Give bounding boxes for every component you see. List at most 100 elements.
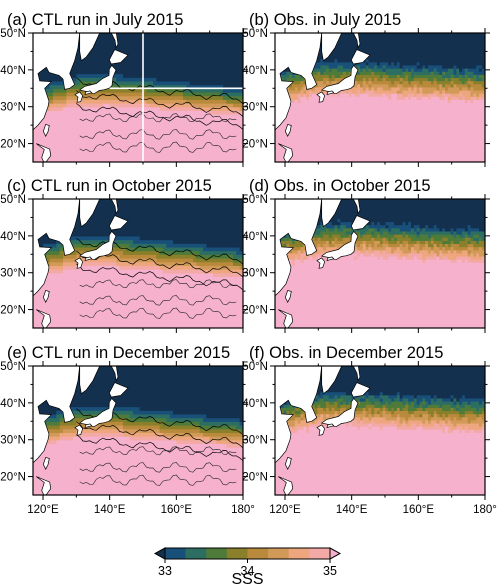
sss-cell [314, 130, 319, 135]
sss-cell [345, 143, 350, 147]
sss-cell [402, 146, 406, 151]
sss-cell [209, 77, 214, 82]
sss-cell [433, 86, 438, 91]
sss-cell [136, 99, 141, 104]
sss-cell [436, 130, 440, 135]
sss-cell [173, 114, 177, 119]
sss-cell [153, 139, 157, 145]
sss-cell [33, 158, 37, 162]
sss-cell [93, 91, 97, 97]
sss-cell [450, 93, 455, 97]
sss-cell [79, 150, 84, 156]
sss-cell [450, 49, 455, 53]
sss-cell [183, 125, 187, 130]
sss-cell [433, 124, 438, 129]
sss-cell [348, 55, 353, 60]
sss-cell [203, 95, 207, 100]
sss-cell [173, 51, 177, 56]
sss-cell [236, 128, 241, 134]
sss-cell [326, 130, 330, 135]
sss-cell [447, 86, 452, 91]
sss-cell [467, 49, 472, 53]
sss-cell [66, 106, 71, 111]
sss-cell [73, 88, 77, 93]
sss-cell [109, 91, 114, 97]
sss-cell [163, 117, 167, 123]
sss-cell [183, 77, 187, 82]
sss-cell [402, 49, 406, 53]
sss-cell [199, 154, 204, 159]
sss-cell [196, 95, 201, 100]
sss-cell [236, 154, 241, 159]
sss-cell [289, 89, 293, 94]
sss-cell [189, 55, 194, 60]
sss-cell [176, 58, 181, 64]
sss-cell [464, 121, 469, 125]
sss-cell [323, 71, 327, 75]
sss-cell [405, 83, 409, 88]
sss-cell [354, 136, 358, 141]
sss-cell [149, 69, 154, 75]
sss-cell [213, 147, 217, 152]
sss-cell [96, 95, 101, 100]
sss-cell [476, 115, 480, 119]
sss-cell [371, 102, 375, 107]
sss-cell [428, 155, 432, 160]
sss-cell [49, 99, 54, 104]
sss-cell [317, 146, 321, 151]
sss-cell [453, 140, 457, 144]
sss-cell [481, 86, 485, 91]
sss-cell [459, 158, 463, 162]
sss-cell [292, 108, 296, 113]
sss-cell [340, 130, 344, 135]
sss-cell [467, 93, 472, 97]
sss-cell [103, 154, 107, 159]
sss-cell [467, 105, 472, 110]
sss-cell [476, 68, 480, 72]
sss-cell [323, 133, 327, 138]
sss-cell [473, 86, 477, 91]
sss-cell [470, 124, 474, 129]
sss-cell [83, 150, 87, 156]
sss-cell [425, 71, 429, 75]
sss-cell [430, 152, 435, 157]
sss-cell [106, 106, 111, 111]
sss-cell [402, 105, 406, 110]
sss-cell [430, 89, 435, 94]
sss-cell [314, 71, 319, 75]
sss-cell [292, 140, 296, 144]
sss-cell [233, 44, 237, 49]
sss-cell [216, 158, 221, 162]
sss-cell [139, 77, 144, 82]
sss-cell [442, 111, 446, 116]
sss-cell [337, 64, 341, 69]
sss-cell [320, 136, 324, 141]
sss-cell [106, 55, 111, 60]
sss-cell [430, 52, 435, 57]
sss-cell [143, 106, 147, 111]
sss-cell [233, 51, 237, 56]
sss-cell [63, 158, 67, 162]
sss-cell [123, 128, 127, 134]
sss-cell [213, 40, 217, 45]
sss-cell [340, 115, 344, 119]
sss-cell [209, 51, 214, 56]
contour-line [79, 129, 237, 140]
sss-cell [53, 128, 57, 134]
sss-cell [76, 62, 81, 67]
sss-cell [399, 83, 404, 88]
sss-cell [136, 114, 141, 119]
sss-cell [163, 66, 167, 71]
sss-cell [226, 136, 231, 141]
sss-cell [193, 95, 197, 100]
sss-cell [123, 33, 127, 38]
sss-cell [176, 51, 181, 56]
sss-cell [129, 139, 134, 145]
sss-cell [405, 55, 409, 60]
sss-cell [79, 103, 84, 108]
sss-cell [351, 115, 355, 119]
sss-cell [357, 133, 361, 138]
sss-cell [156, 47, 161, 53]
sss-cell [445, 96, 449, 100]
sss-cell [385, 99, 389, 104]
